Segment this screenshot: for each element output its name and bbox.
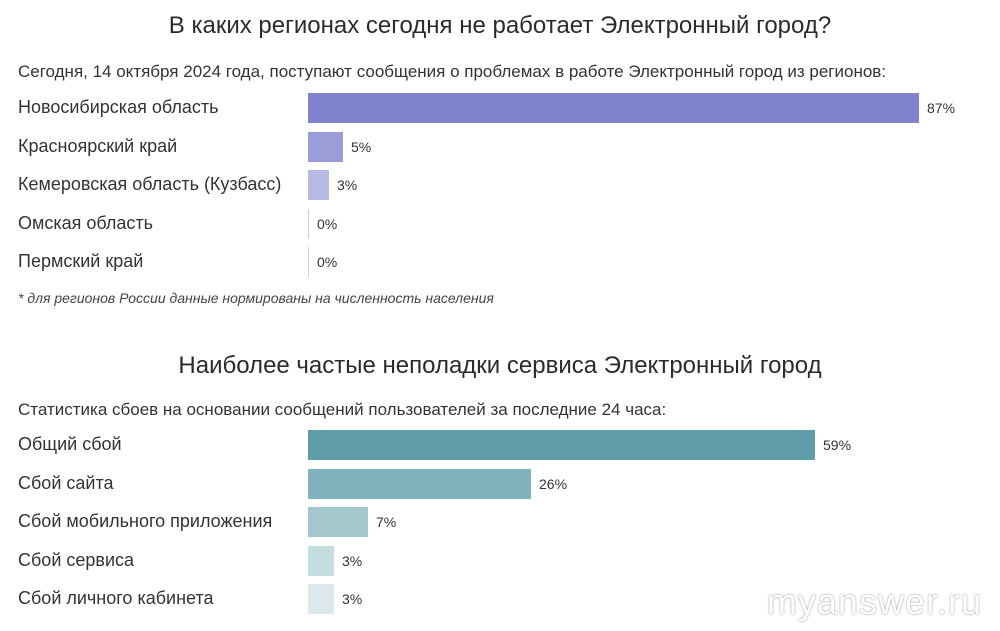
watermark-text: myanswer.ru [766,581,982,622]
bar-value-label: 0% [317,215,338,232]
chart-1-row: Омская область 0% [0,208,1000,239]
bar-category-label: Новосибирская область [18,97,219,117]
bar-category-label: Общий сбой [18,434,122,454]
chart-2-row: Сбой личного кабинета 3% [0,584,1000,614]
chart-2-row: Общий сбой 59% [0,430,1000,460]
chart-2-row: Сбой сайта 26% [0,468,1000,499]
chart-2-title: Наиболее частые неполадки сервиса Электр… [178,352,822,379]
bar-category-label: Кемеровская область (Кузбасс) [18,174,282,194]
chart-1-row: Красноярский край 5% [0,131,1000,162]
bar-value-label: 5% [351,138,372,155]
bar-value-label: 59% [823,437,852,453]
bar [308,93,919,123]
bar [308,430,815,460]
bar-value-label: 0% [317,254,338,270]
bar-category-label: Омская область [18,212,154,233]
bar [308,584,334,614]
chart-1-row: Пермский край 0% [0,247,1000,277]
bar-value-label: 3% [342,552,363,569]
bar [308,170,329,200]
bar [308,131,343,162]
bar [308,545,334,576]
chart-1-note: * для регионов России данные нормированы… [18,290,494,306]
chart-1-row: Новосибирская область 87% [0,93,1000,123]
chart-1-title: В каких регионах сегодня не работает Эле… [168,12,832,39]
bar-category-label: Сбой личного кабинета [18,588,214,608]
chart-2-row: Сбой мобильного приложения 7% [0,507,1000,537]
bar-baseline [308,208,309,239]
bar-category-label: Сбой сервиса [18,549,135,570]
bar-category-label: Красноярский край [18,135,178,156]
bar-value-label: 3% [342,591,363,607]
bar-value-label: 26% [539,475,568,492]
bar [308,468,531,499]
bar-baseline [308,247,309,277]
chart-1-subtitle: Сегодня, 14 октября 2024 года, поступают… [18,62,887,81]
bar [308,507,368,537]
bar-category-label: Пермский край [18,251,144,271]
bar-value-label: 7% [376,514,397,530]
chart-2-subtitle: Статистика сбоев на основании сообщений … [18,400,667,419]
bar-category-label: Сбой мобильного приложения [18,511,273,531]
bar-value-label: 87% [927,100,956,116]
chart-2-row: Сбой сервиса 3% [0,545,1000,576]
bar-value-label: 3% [337,177,358,193]
chart-1-row: Кемеровская область (Кузбасс) 3% [0,170,1000,200]
bar-category-label: Сбой сайта [18,472,114,493]
